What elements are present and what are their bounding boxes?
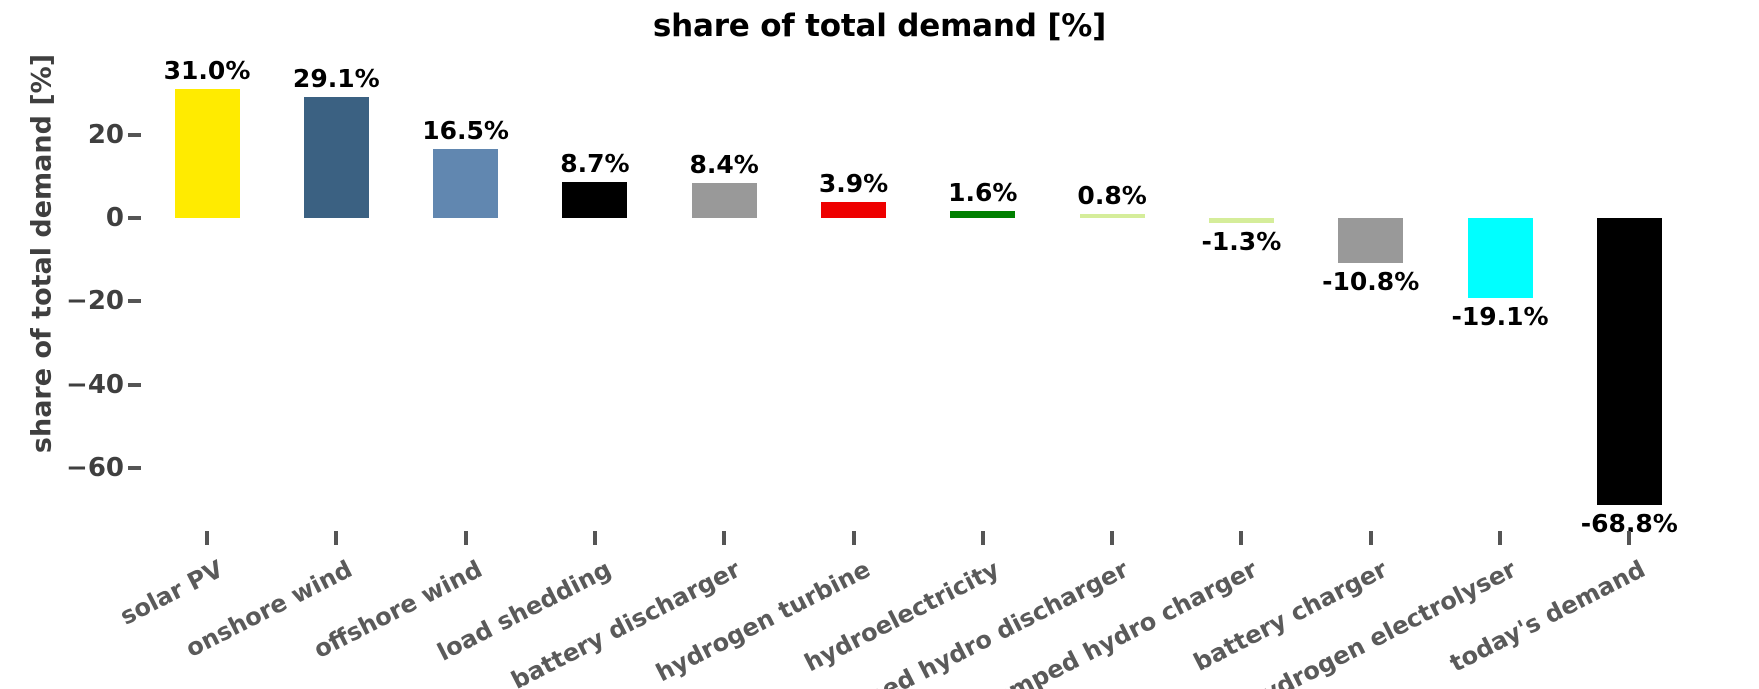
bar: [950, 211, 1016, 218]
y-axis-tick-mark: [128, 382, 141, 387]
y-axis-tick-mark: [128, 216, 141, 220]
x-axis-tick-mark: [722, 531, 727, 545]
chart-title: share of total demand [%]: [652, 8, 1107, 44]
bar-value-label: 8.4%: [689, 149, 759, 179]
x-axis-tick-mark: [1627, 531, 1632, 545]
x-axis-tick-mark: [980, 531, 985, 545]
bar-value-label: 1.6%: [948, 178, 1018, 208]
y-axis-tick-mark: [128, 299, 141, 304]
bar: [562, 181, 628, 218]
bar-value-label: -19.1%: [1451, 301, 1549, 331]
bar-value-label: 0.8%: [1077, 181, 1147, 210]
x-axis-tick-mark: [1110, 531, 1115, 545]
bar-value-label: 3.9%: [818, 168, 889, 198]
bar-value-label: 8.7%: [560, 148, 630, 178]
x-axis-tick-mark: [1239, 531, 1244, 545]
y-axis-tick-label: −40: [66, 369, 124, 400]
bar: [1596, 218, 1662, 505]
bar: [821, 201, 886, 218]
y-axis-tick-label: −60: [66, 453, 124, 484]
y-axis-tick-label: 0: [105, 203, 124, 233]
bar: [174, 88, 240, 218]
y-axis-tick-mark: [128, 466, 141, 471]
bar: [433, 149, 499, 218]
bar-value-label: 16.5%: [422, 116, 509, 146]
x-axis-tick-mark: [463, 531, 468, 545]
bar: [1338, 218, 1404, 264]
bar: [1208, 218, 1274, 224]
bar: [1079, 214, 1145, 218]
bar-value-label: -10.8%: [1322, 267, 1420, 297]
y-axis-tick-mark: [128, 132, 141, 137]
x-axis-tick-mark: [1368, 531, 1373, 545]
x-axis-tick-mark: [1498, 531, 1502, 545]
bar-value-label: 29.1%: [292, 63, 380, 93]
x-axis-tick-mark: [205, 531, 209, 545]
bar-value-label: -1.3%: [1201, 227, 1282, 257]
bar-value-label: 31.0%: [163, 55, 251, 85]
y-axis-tick-label: 20: [87, 119, 124, 150]
y-axis-tick-label: −20: [66, 286, 124, 317]
bar: [691, 182, 757, 218]
bar: [1467, 218, 1533, 298]
x-axis-tick-mark: [851, 531, 856, 545]
x-axis-tick-label: hydrogen turbine: [650, 555, 875, 688]
x-axis-tick-label: battery discharger: [506, 555, 745, 689]
x-axis-tick-mark: [334, 531, 339, 545]
x-axis-tick-mark: [592, 531, 597, 545]
x-axis-tick-label: solar PV: [115, 555, 228, 631]
bar: [303, 96, 369, 218]
